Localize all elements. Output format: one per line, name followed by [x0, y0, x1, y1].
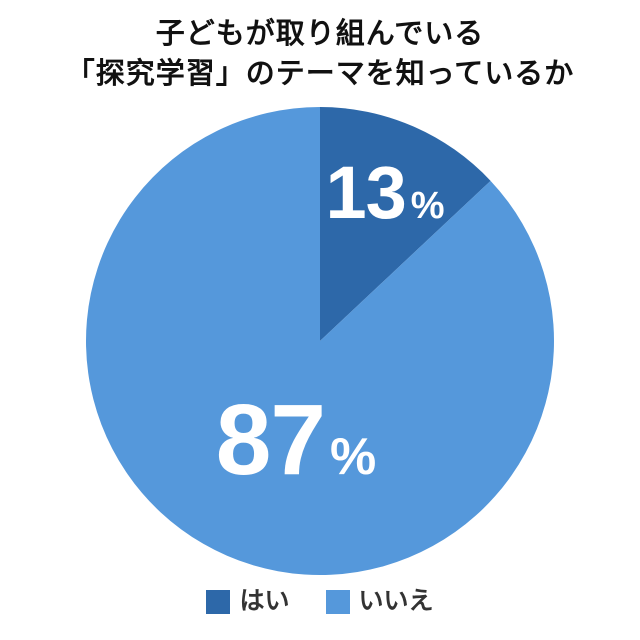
chart-title-line1: 子どもが取り組んでいる: [155, 18, 485, 50]
legend-label-yes: はい: [239, 587, 290, 615]
slice-label-no: 87 %: [216, 390, 376, 490]
legend-item-no: いいえ: [325, 587, 434, 615]
slice-label-yes: 13 %: [325, 156, 444, 230]
legend-swatch-no: [325, 589, 350, 614]
pie-slice-no: [86, 107, 555, 576]
legend-label-no: いいえ: [358, 587, 434, 615]
slice-value-yes: 13: [325, 151, 406, 234]
percent-sign-no: %: [329, 428, 377, 486]
legend: はい いいえ: [0, 589, 640, 614]
chart-title-line2: 「探究学習」のテーマを知っているか: [65, 58, 575, 91]
legend-item-yes: はい: [206, 587, 290, 615]
pie-slice-yes: [320, 107, 491, 341]
slice-value-no: 87: [215, 384, 326, 496]
chart-title: 子どもが取り組んでいる 「探究学習」のテーマを知っているか: [0, 14, 640, 94]
percent-sign-yes: %: [410, 185, 445, 227]
legend-swatch-yes: [206, 589, 231, 614]
